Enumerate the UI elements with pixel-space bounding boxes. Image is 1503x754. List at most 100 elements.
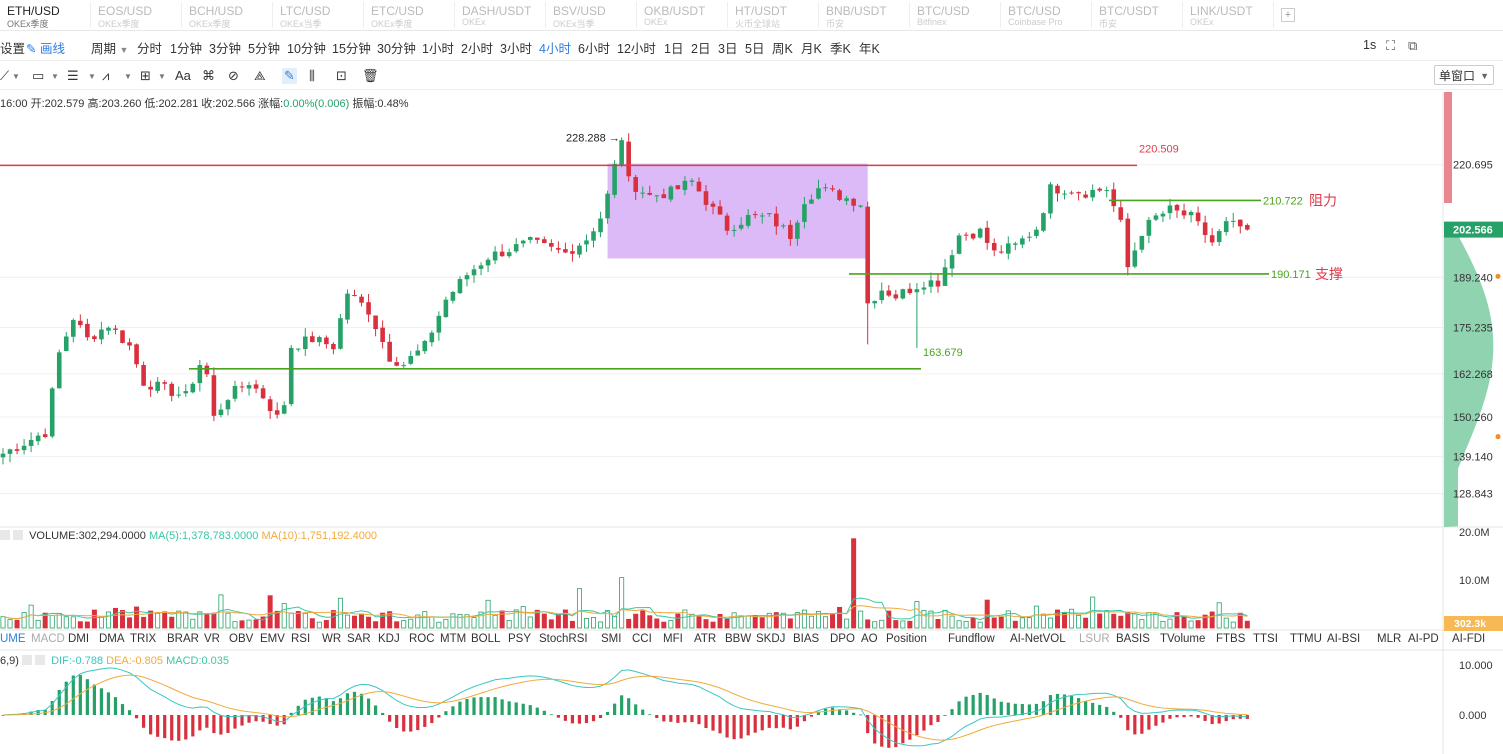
settings-square-icon[interactable] <box>0 530 10 540</box>
settings-button[interactable]: 设置 <box>0 42 26 56</box>
period-option[interactable]: 1日 <box>664 42 684 56</box>
indicator-tab[interactable]: AI-NetVOL <box>1010 633 1066 645</box>
period-option[interactable]: 季K <box>830 42 851 56</box>
indicator-tab[interactable]: Position <box>886 633 927 645</box>
period-option[interactable]: 3日 <box>718 42 738 56</box>
add-tab-icon[interactable]: + <box>1281 8 1295 22</box>
period-option[interactable]: 4小时 <box>539 42 571 56</box>
rectangle-caret-icon[interactable]: ▼ <box>51 72 59 81</box>
indicator-tab[interactable]: CCI <box>632 633 652 645</box>
period-option[interactable]: 2小时 <box>461 42 493 56</box>
indicator-tab[interactable]: Fundflow <box>948 633 995 645</box>
indicator-tab[interactable]: DMA <box>99 633 125 645</box>
indicator-tab[interactable]: BASIS <box>1116 633 1150 645</box>
close-square-icon[interactable] <box>35 655 46 665</box>
indicator-tab[interactable]: FTBS <box>1216 633 1246 645</box>
indicator-tab[interactable]: MFI <box>663 633 683 645</box>
indicator-tab[interactable]: SMI <box>601 633 622 645</box>
window-mode-select[interactable]: 单窗口 ▼ <box>1434 65 1494 85</box>
trendline-caret-icon[interactable]: ▼ <box>12 72 20 81</box>
indicator-tab[interactable]: TRIX <box>130 633 157 645</box>
close-square-icon[interactable] <box>13 530 23 540</box>
settings-square-icon[interactable] <box>22 655 33 665</box>
period-option[interactable]: 分时 <box>137 42 163 56</box>
symbol-tab[interactable]: ETH/USD OKEx季度 <box>0 2 91 29</box>
symbol-tab[interactable]: LINK/USDT OKEx <box>1183 2 1274 28</box>
popout-icon[interactable]: ⧉ <box>1408 38 1418 53</box>
indicator-tab[interactable]: SKDJ <box>756 633 786 645</box>
period-option[interactable]: 5分钟 <box>248 42 280 56</box>
indicator-tab[interactable]: AI-BSI <box>1327 633 1361 645</box>
wave-caret-icon[interactable]: ▼ <box>124 72 132 81</box>
period-option[interactable]: 15分钟 <box>332 42 371 56</box>
indicator-tab[interactable]: RSI <box>291 633 311 645</box>
period-option[interactable]: 月K <box>801 42 822 56</box>
indicator-tab[interactable]: VR <box>204 633 220 645</box>
indicator-tab[interactable]: DMI <box>68 633 90 645</box>
grid-tool-icon[interactable]: ⊞ <box>140 68 151 83</box>
period-option[interactable]: 5日 <box>745 42 765 56</box>
indicator-tab[interactable]: AI-FDI <box>1452 633 1486 645</box>
period-option[interactable]: 3分钟 <box>209 42 241 56</box>
indicator-tab[interactable]: EMV <box>260 633 285 645</box>
indicator-tab[interactable]: ROC <box>409 633 435 645</box>
indicator-tab[interactable]: TVolume <box>1160 633 1206 645</box>
text-tool-icon[interactable]: Aa <box>175 68 191 83</box>
period-option[interactable]: 周K <box>772 42 793 56</box>
indicator-tab[interactable]: MLR <box>1377 633 1402 645</box>
indicator-tab[interactable]: LSUR <box>1079 633 1110 645</box>
indicator-tab[interactable]: StochRSI <box>539 633 588 645</box>
period-option[interactable]: 年K <box>859 42 880 56</box>
eraser-tool-icon[interactable]: ⊘ <box>228 68 239 83</box>
period-option[interactable]: 6小时 <box>578 42 610 56</box>
indicator-tab[interactable]: OBV <box>229 633 254 645</box>
rectangle-tool-icon[interactable]: ▭ <box>32 68 45 83</box>
fullscreen-icon[interactable]: ⛶ <box>1386 38 1396 53</box>
measure-tool-icon[interactable]: ⫼ <box>309 68 315 83</box>
grid-caret-icon[interactable]: ▼ <box>158 72 166 81</box>
indicator-tab[interactable]: BBW <box>725 633 752 645</box>
symbol-tab[interactable]: BTC/USD Coinbase Pro <box>1001 2 1092 28</box>
indicator-tab[interactable]: SAR <box>347 633 371 645</box>
draw-line-button[interactable]: ✎ 画线 <box>26 38 65 57</box>
period-option[interactable]: 30分钟 <box>377 42 416 56</box>
indicator-tab[interactable]: MACD <box>31 633 65 645</box>
indicator-tab[interactable]: PSY <box>508 633 532 645</box>
ruler-tool-icon[interactable]: ⟁ <box>254 68 266 83</box>
period-option[interactable]: 10分钟 <box>287 42 326 56</box>
period-option[interactable]: 2日 <box>691 42 711 56</box>
magnet-tool-icon[interactable]: ✎ <box>282 68 297 84</box>
indicator-tab[interactable]: UME <box>0 633 26 645</box>
symbol-tab[interactable]: HT/USDT 火币全球站 <box>728 2 819 29</box>
symbol-tab[interactable]: BNB/USDT 币安 <box>819 2 910 29</box>
indicator-tab[interactable]: MTM <box>440 633 467 645</box>
symbol-tab[interactable]: OKB/USDT OKEx <box>637 2 728 28</box>
indicator-tab[interactable]: TTMU <box>1290 633 1322 645</box>
symbol-tab[interactable]: LTC/USD OKEx当季 <box>273 2 364 29</box>
lock-tool-icon[interactable]: ⊡ <box>336 68 347 83</box>
trendline-tool-icon[interactable]: ⟋ <box>0 68 10 83</box>
indicator-tab[interactable]: BOLL <box>471 633 501 645</box>
indicator-tab[interactable]: DPO <box>830 633 855 645</box>
indicator-tab[interactable]: KDJ <box>378 633 400 645</box>
period-dropdown[interactable]: 周期 ▼ <box>91 38 128 57</box>
symbol-tab[interactable]: BSV/USD OKEx当季 <box>546 2 637 29</box>
symbol-tab[interactable]: BTC/USD Bitfinex <box>910 2 1001 28</box>
period-option[interactable]: 3小时 <box>500 42 532 56</box>
indicator-tab[interactable]: BIAS <box>793 633 820 645</box>
symbol-tab[interactable]: EOS/USD OKEx季度 <box>91 2 182 29</box>
symbol-tab[interactable]: BCH/USD OKEx季度 <box>182 2 273 29</box>
indicator-tab[interactable]: WR <box>322 633 342 645</box>
parallel-lines-icon[interactable]: ☰ <box>67 68 79 83</box>
indicator-tab[interactable]: ATR <box>694 633 717 645</box>
parallel-caret-icon[interactable]: ▼ <box>88 72 96 81</box>
indicator-tab[interactable]: AI-PD <box>1408 633 1439 645</box>
period-option[interactable]: 1分钟 <box>170 42 202 56</box>
indicator-tab[interactable]: TTSI <box>1253 633 1278 645</box>
period-option[interactable]: 12小时 <box>617 42 656 56</box>
symbol-tab[interactable]: DASH/USDT OKEx <box>455 2 546 28</box>
period-option[interactable]: 1小时 <box>422 42 454 56</box>
symbol-tab[interactable]: ETC/USD OKEx季度 <box>364 2 455 29</box>
indicator-tab[interactable]: AO <box>861 633 878 645</box>
symbol-tab[interactable]: BTC/USDT 币安 <box>1092 2 1183 29</box>
